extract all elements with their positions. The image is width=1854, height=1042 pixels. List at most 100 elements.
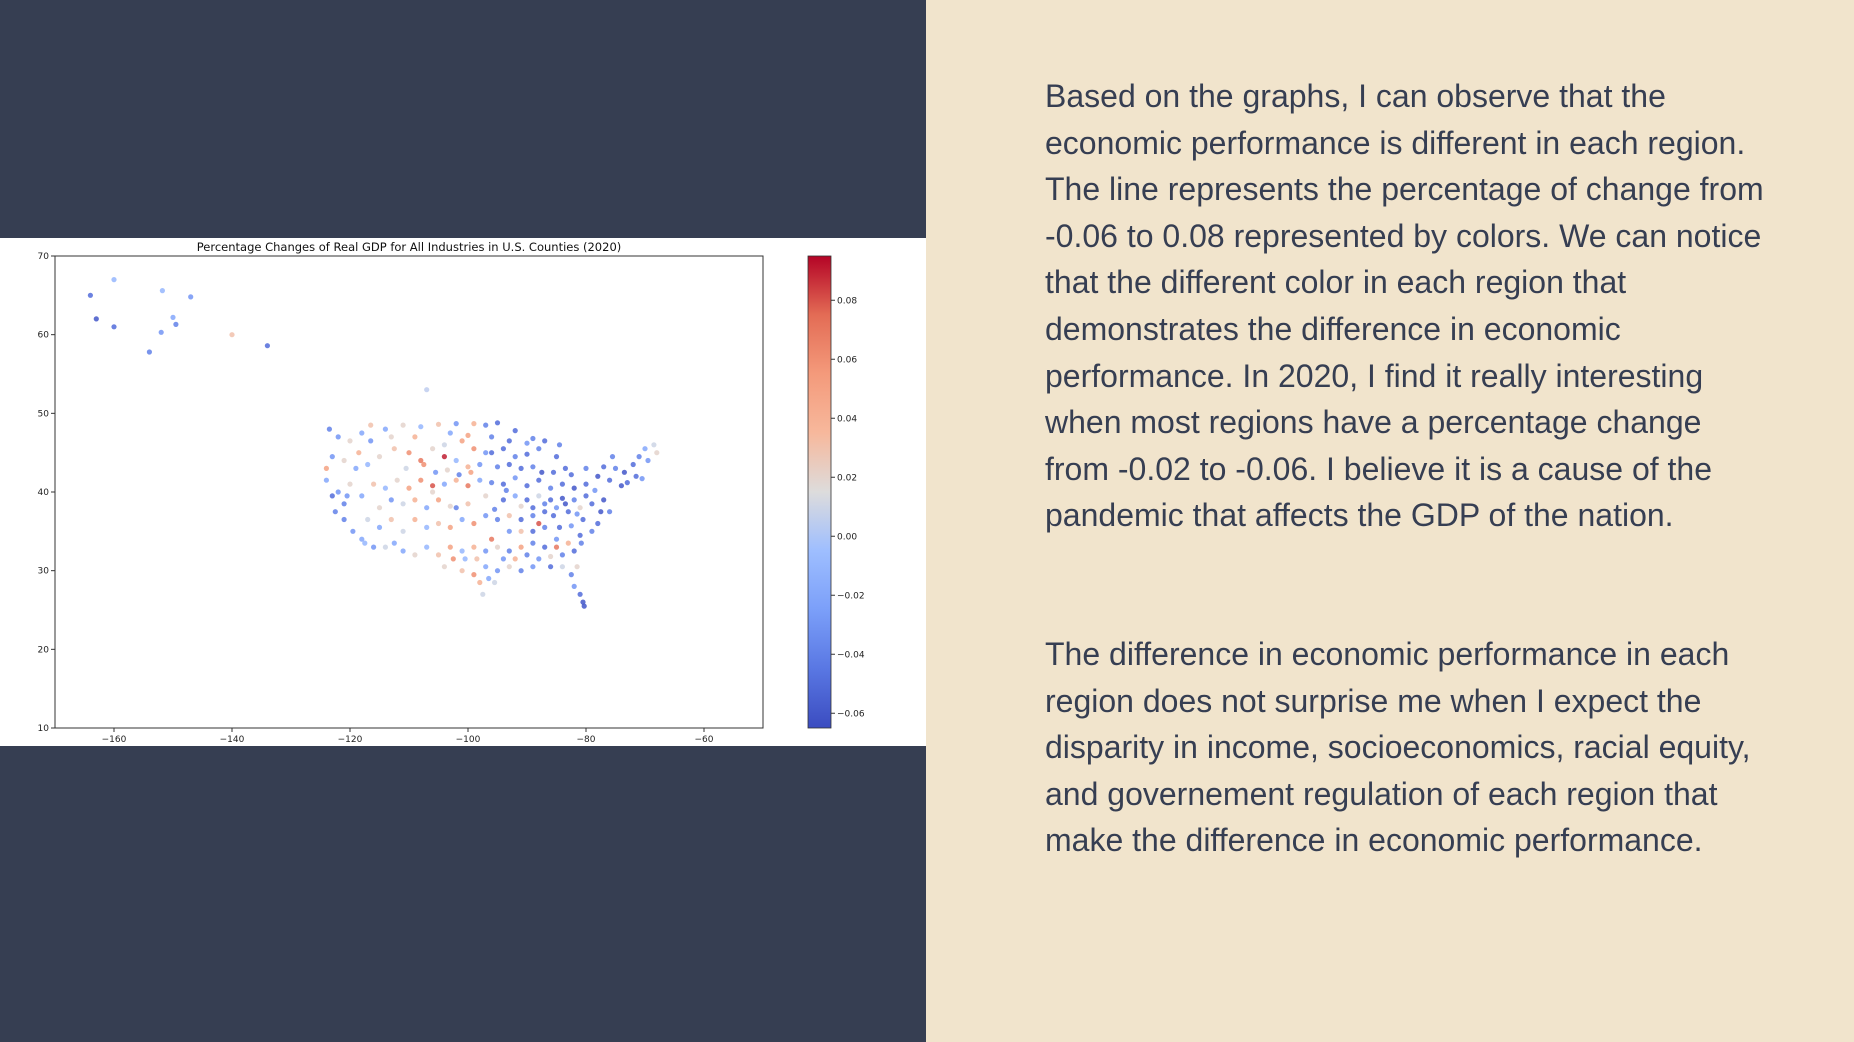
data-point bbox=[483, 564, 489, 570]
data-point bbox=[494, 516, 501, 523]
data-point bbox=[350, 528, 356, 534]
data-point bbox=[518, 568, 524, 574]
data-point bbox=[562, 501, 569, 507]
colorbar-tick-label: 0.02 bbox=[837, 473, 857, 483]
data-point bbox=[580, 516, 586, 523]
data-point bbox=[536, 556, 542, 562]
data-point bbox=[553, 454, 560, 460]
data-point bbox=[589, 528, 595, 534]
data-point bbox=[595, 520, 601, 527]
colorbar-ticks: 0.08 0.06 0.04 0.02 0.00 −0.02 −0.04 −0.06 bbox=[831, 296, 865, 719]
data-point bbox=[530, 528, 536, 534]
data-point bbox=[477, 461, 483, 468]
data-point bbox=[335, 489, 341, 495]
data-point bbox=[418, 424, 424, 430]
data-point bbox=[326, 426, 332, 432]
data-point bbox=[506, 438, 512, 444]
data-point bbox=[645, 457, 651, 464]
data-point bbox=[400, 548, 406, 554]
paragraph-explanation: The difference in economic performance i… bbox=[1045, 636, 1751, 859]
data-point bbox=[518, 528, 524, 534]
data-point bbox=[453, 505, 459, 511]
data-point bbox=[435, 421, 442, 427]
data-point bbox=[459, 548, 465, 554]
data-point bbox=[542, 524, 548, 530]
data-point bbox=[530, 435, 536, 442]
data-point bbox=[453, 477, 459, 483]
data-point bbox=[568, 472, 574, 478]
data-point bbox=[424, 524, 430, 530]
data-point bbox=[571, 497, 577, 503]
data-point bbox=[418, 477, 424, 483]
data-point bbox=[524, 451, 530, 457]
data-point bbox=[433, 469, 439, 475]
data-point bbox=[630, 461, 636, 468]
data-point bbox=[489, 450, 495, 456]
data-point bbox=[347, 438, 353, 444]
data-point bbox=[477, 477, 483, 483]
data-point bbox=[524, 497, 530, 503]
data-point bbox=[474, 556, 480, 562]
data-point bbox=[471, 446, 477, 452]
data-point bbox=[400, 422, 406, 428]
data-point bbox=[388, 516, 394, 523]
data-point bbox=[583, 493, 589, 499]
data-point bbox=[512, 475, 518, 481]
data-point bbox=[400, 528, 406, 534]
data-point bbox=[550, 513, 557, 519]
data-point bbox=[607, 477, 613, 483]
data-point bbox=[382, 485, 388, 491]
data-point bbox=[500, 481, 506, 487]
data-point bbox=[583, 481, 589, 487]
data-point bbox=[323, 477, 329, 483]
data-point bbox=[229, 332, 235, 338]
data-point bbox=[459, 438, 465, 444]
x-tick-label: −120 bbox=[338, 735, 363, 745]
data-point bbox=[571, 583, 577, 589]
data-point bbox=[642, 446, 648, 452]
data-point bbox=[568, 523, 574, 529]
data-point bbox=[562, 465, 569, 471]
data-point bbox=[542, 544, 548, 550]
data-point bbox=[609, 454, 616, 460]
data-point bbox=[542, 438, 548, 444]
data-point bbox=[530, 564, 536, 570]
data-point bbox=[456, 472, 462, 478]
y-tick-label: 20 bbox=[38, 645, 50, 655]
data-point bbox=[536, 446, 542, 452]
data-point bbox=[394, 477, 400, 483]
data-point bbox=[359, 493, 365, 499]
data-point bbox=[264, 343, 270, 349]
data-point bbox=[447, 503, 453, 509]
data-point bbox=[376, 505, 383, 511]
data-point bbox=[430, 489, 436, 495]
data-point bbox=[158, 329, 164, 335]
data-point bbox=[371, 544, 377, 550]
data-point bbox=[530, 505, 536, 511]
data-point bbox=[506, 564, 512, 570]
y-tick-label: 50 bbox=[38, 409, 50, 419]
data-point bbox=[633, 473, 639, 479]
data-point bbox=[574, 511, 580, 517]
data-point bbox=[111, 324, 117, 330]
data-point bbox=[489, 480, 495, 486]
data-point bbox=[353, 465, 359, 471]
data-point bbox=[471, 544, 477, 550]
data-point bbox=[494, 544, 501, 550]
data-point bbox=[639, 476, 645, 482]
chart-card: Percentage Changes of Real GDP for All I… bbox=[0, 238, 926, 746]
data-point bbox=[581, 603, 587, 609]
data-point bbox=[450, 556, 456, 562]
data-point bbox=[146, 349, 152, 355]
x-tick-label: −140 bbox=[220, 735, 245, 745]
data-point bbox=[459, 568, 465, 574]
data-point bbox=[365, 516, 371, 523]
data-point bbox=[536, 520, 542, 527]
data-point bbox=[578, 540, 584, 546]
data-point bbox=[471, 520, 477, 527]
data-point bbox=[492, 506, 498, 512]
scatter-chart: Percentage Changes of Real GDP for All I… bbox=[38, 240, 865, 745]
data-point bbox=[459, 516, 465, 523]
data-point bbox=[518, 503, 524, 509]
data-point bbox=[471, 421, 477, 427]
